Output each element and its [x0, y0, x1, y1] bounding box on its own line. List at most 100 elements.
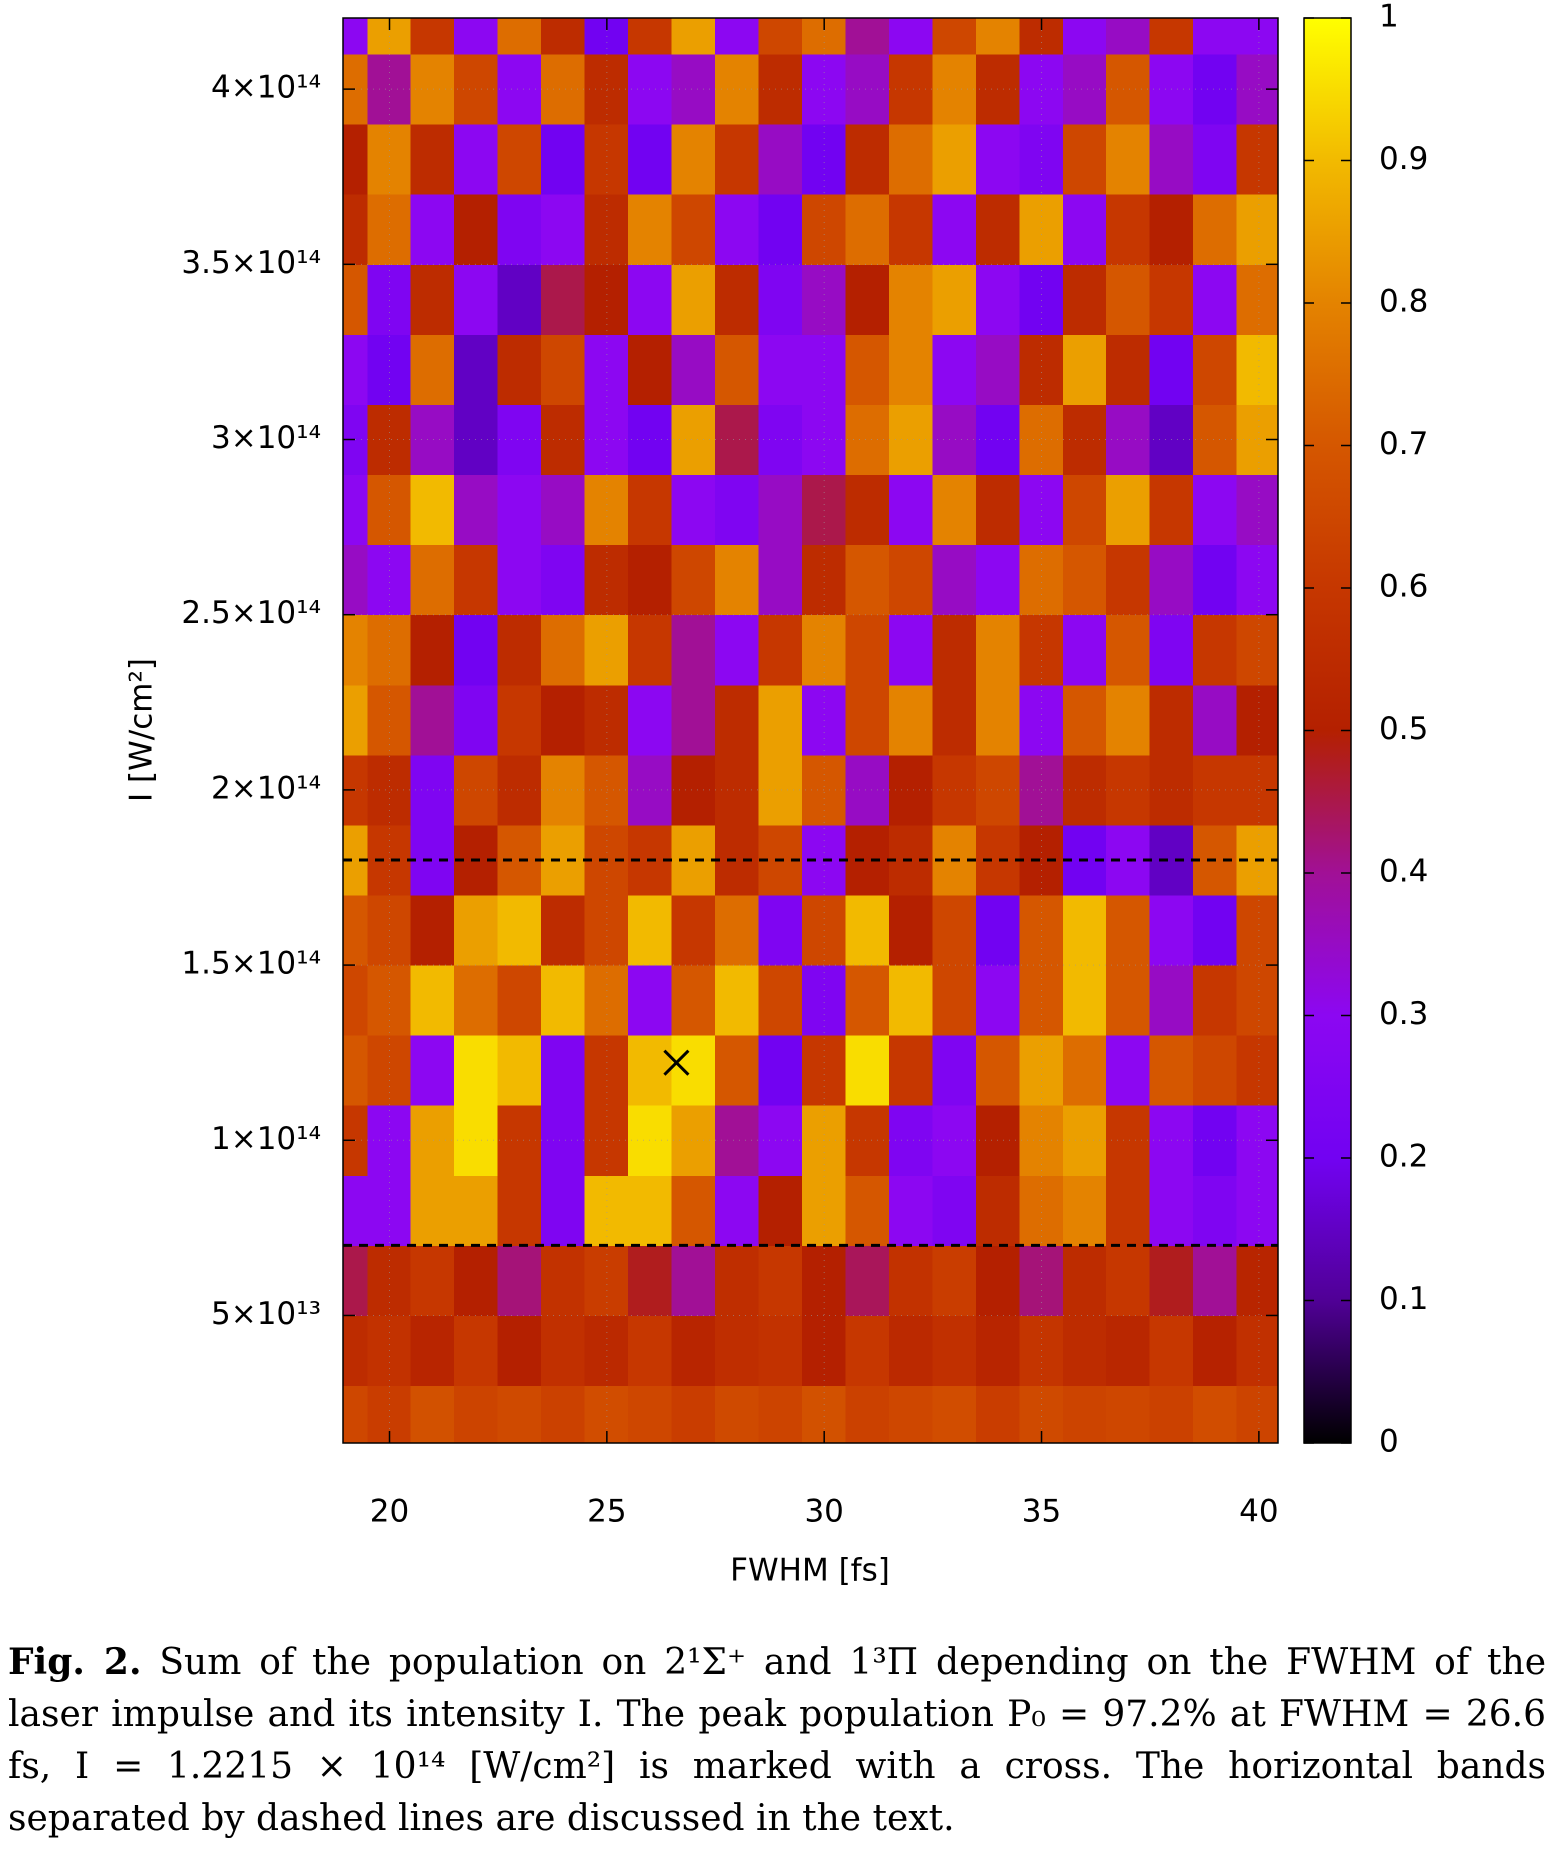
heatmap-cell — [845, 1174, 890, 1246]
heatmap-cell — [715, 263, 760, 335]
heatmap-cell — [975, 18, 1021, 55]
heatmap-cell — [1236, 1314, 1278, 1387]
colorbar-tick-label: 0.6 — [1379, 569, 1428, 605]
heatmap-cell — [758, 1314, 803, 1387]
heatmap-cell — [1193, 1314, 1238, 1387]
heatmap-cell — [367, 754, 412, 826]
heatmap-cell — [497, 894, 543, 966]
heatmap — [343, 18, 1278, 1443]
heatmap-cell — [1106, 614, 1151, 686]
heatmap-cell — [1149, 1244, 1195, 1316]
heatmap-cell — [1236, 18, 1278, 55]
heatmap-cell — [497, 474, 543, 546]
heatmap-cell — [497, 684, 543, 756]
heatmap-cell — [671, 193, 717, 265]
heatmap-cell — [888, 1385, 934, 1443]
heatmap-cell — [758, 1104, 803, 1176]
heatmap-cell — [932, 1385, 977, 1443]
heatmap-cell — [497, 614, 543, 686]
heatmap-cell — [1106, 1385, 1151, 1443]
heatmap-cell — [628, 53, 673, 125]
heatmap-cell — [343, 263, 369, 335]
heatmap-cell — [975, 263, 1021, 335]
heatmap-cell — [1193, 263, 1238, 335]
heatmap-cell — [671, 403, 717, 476]
y-tick-label: 4×10¹⁴ — [211, 70, 321, 106]
heatmap-cell — [541, 53, 586, 125]
heatmap-cell — [584, 1174, 630, 1246]
y-tick-label: 1.5×10¹⁴ — [181, 946, 321, 982]
heatmap-cell — [454, 333, 499, 405]
x-tick-label: 20 — [370, 1494, 409, 1530]
heatmap-cell — [1106, 263, 1151, 335]
heatmap-cell — [367, 964, 412, 1036]
heatmap-cell — [888, 614, 934, 686]
heatmap-cell — [671, 964, 717, 1036]
heatmap-cell — [541, 544, 586, 616]
heatmap-cell — [1236, 263, 1278, 335]
heatmap-cell — [671, 1104, 717, 1176]
heatmap-cell — [1019, 964, 1064, 1036]
heatmap-cell — [975, 544, 1021, 616]
heatmap-cell — [541, 1244, 586, 1316]
heatmap-cell — [1106, 894, 1151, 966]
heatmap-cell — [1062, 544, 1108, 616]
heatmap-cell — [671, 53, 717, 125]
heatmap-cell — [758, 684, 803, 756]
heatmap-cell — [975, 754, 1021, 826]
heatmap-cell — [1019, 1174, 1064, 1246]
heatmap-cell — [410, 263, 456, 335]
peak-marker — [663, 1049, 690, 1076]
heatmap-cell — [497, 1034, 543, 1106]
heatmap-cell — [845, 263, 890, 335]
heatmap-cell — [1019, 123, 1064, 195]
heatmap-cell — [497, 1244, 543, 1316]
heatmap-cell — [845, 333, 890, 405]
heatmap-cell — [758, 1244, 803, 1316]
heatmap-cell — [845, 53, 890, 125]
heatmap-cell — [975, 1314, 1021, 1387]
heatmap-cell — [1193, 123, 1238, 195]
heatmap-cell — [541, 263, 586, 335]
y-axis-label: I [W/cm²] — [124, 658, 160, 802]
heatmap-cell — [410, 964, 456, 1036]
heatmap-cell — [975, 193, 1021, 265]
heatmap-cell — [715, 754, 760, 826]
heatmap-cell — [671, 894, 717, 966]
heatmap-cell — [801, 544, 847, 616]
heatmap-cell — [584, 754, 630, 826]
heatmap-cell — [628, 193, 673, 265]
heatmap-cell — [888, 1314, 934, 1387]
heatmap-cell — [845, 1244, 890, 1316]
heatmap-cell — [410, 474, 456, 546]
heatmap-cell — [1019, 1244, 1064, 1316]
heatmap-cell — [343, 333, 369, 405]
heatmap-cell — [758, 894, 803, 966]
heatmap-cell — [1106, 18, 1151, 55]
heatmap-cell — [1019, 1034, 1064, 1106]
heatmap-cell — [758, 123, 803, 195]
heatmap-cell — [1149, 18, 1195, 55]
heatmap-cell — [975, 824, 1021, 896]
heatmap-cell — [628, 1244, 673, 1316]
heatmap-cell — [671, 1314, 717, 1387]
heatmap-cell — [975, 1104, 1021, 1176]
y-tick-label: 2×10¹⁴ — [211, 770, 321, 806]
heatmap-cell — [671, 614, 717, 686]
heatmap-cell — [758, 474, 803, 546]
heatmap-cell — [1193, 1034, 1238, 1106]
heatmap-cell — [454, 53, 499, 125]
heatmap-cell — [367, 333, 412, 405]
heatmap-cell — [715, 1244, 760, 1316]
heatmap-cell — [541, 824, 586, 896]
heatmap-cell — [410, 614, 456, 686]
caption-label: Fig. 2. — [8, 1641, 142, 1683]
heatmap-cell — [758, 1385, 803, 1443]
heatmap-cell — [801, 333, 847, 405]
heatmap-cell — [1193, 1174, 1238, 1246]
heatmap-cell — [801, 474, 847, 546]
heatmap-cell — [454, 684, 499, 756]
heatmap-cell — [628, 123, 673, 195]
heatmap-cell — [584, 1034, 630, 1106]
